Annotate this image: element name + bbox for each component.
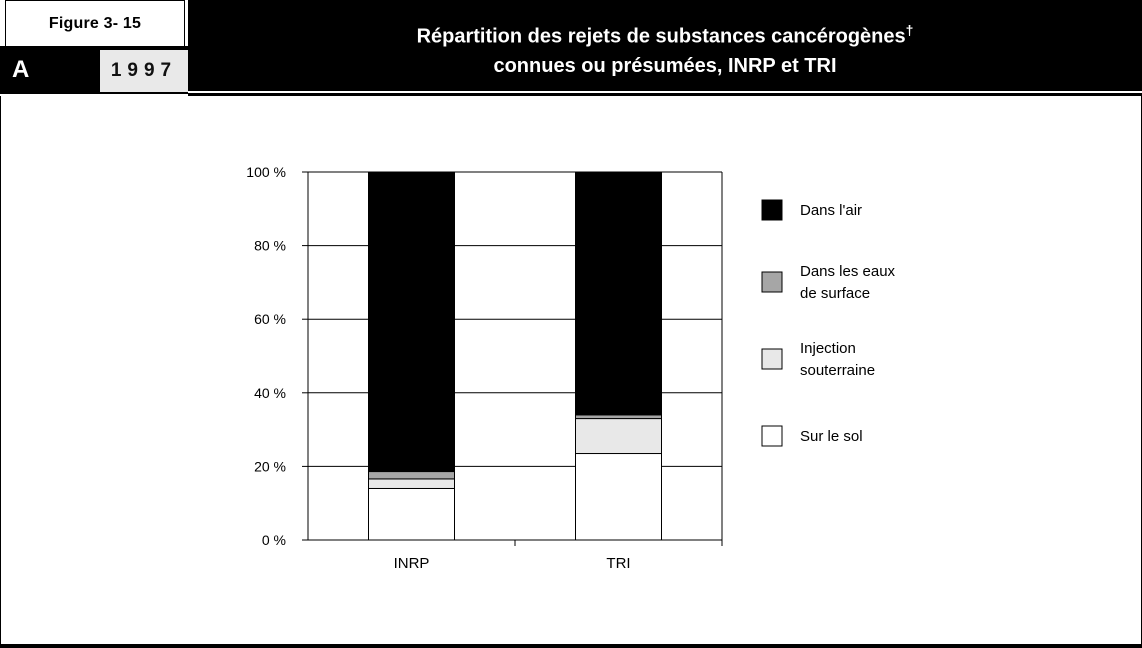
legend: Dans l'air Dans les eaux de surface Injecti… bbox=[761, 199, 896, 447]
x-tick-label: TRI bbox=[606, 555, 630, 572]
legend-label: Dans les eaux bbox=[800, 263, 896, 280]
legend-label: Injection bbox=[800, 340, 856, 357]
legend-swatch bbox=[761, 271, 783, 293]
figure-number: Figure 3- 15 bbox=[5, 0, 185, 46]
frame-left-border bbox=[0, 96, 1, 644]
y-tick-label: 60 % bbox=[254, 311, 286, 327]
legend-label: de surface bbox=[800, 285, 870, 302]
legend-swatch bbox=[761, 348, 783, 370]
frame-bottom-border bbox=[0, 644, 1142, 648]
y-tick-label: 80 % bbox=[254, 238, 286, 254]
figure-letter: A bbox=[12, 56, 30, 83]
legend-swatch bbox=[761, 199, 783, 221]
bar-segment bbox=[575, 414, 662, 420]
y-tick-label: 100 % bbox=[246, 164, 286, 180]
y-tick-labels: 0 % 20 % 40 % 60 % 80 % 100 % bbox=[246, 164, 286, 548]
title-line-1-text: Répartition des rejets de substances can… bbox=[416, 25, 906, 48]
title-line-2: connues ou présumées, INRP et TRI bbox=[493, 55, 837, 78]
title-underline bbox=[188, 91, 1142, 93]
bar-segment bbox=[575, 171, 662, 416]
figure-header: Figure 3- 15 A 1997 Répartition des reje… bbox=[0, 0, 1142, 96]
bar-segment bbox=[368, 487, 455, 541]
dagger-mark: † bbox=[905, 21, 914, 38]
legend-swatch bbox=[761, 425, 783, 447]
y-tick-label: 40 % bbox=[254, 385, 286, 401]
y-tick-label: 0 % bbox=[262, 532, 286, 548]
title-line-1: Répartition des rejets de substances can… bbox=[417, 15, 914, 52]
legend-label: Dans l'air bbox=[800, 202, 862, 219]
bar-segment bbox=[575, 453, 662, 541]
legend-label: Sur le sol bbox=[800, 428, 863, 445]
bar-segment bbox=[368, 478, 455, 489]
bar-segment bbox=[368, 471, 455, 480]
figure-title: Répartition des rejets de substances can… bbox=[188, 0, 1142, 96]
bar-segment bbox=[575, 418, 662, 455]
figure-year: 1997 bbox=[100, 50, 188, 92]
x-tick-labels: INRP TRI bbox=[394, 555, 631, 572]
y-tick-label: 20 % bbox=[254, 458, 286, 474]
bar-segment bbox=[368, 171, 455, 473]
legend-label: souterraine bbox=[800, 362, 875, 379]
axes bbox=[302, 171, 723, 546]
bars bbox=[368, 171, 662, 541]
x-tick-label: INRP bbox=[394, 555, 430, 572]
